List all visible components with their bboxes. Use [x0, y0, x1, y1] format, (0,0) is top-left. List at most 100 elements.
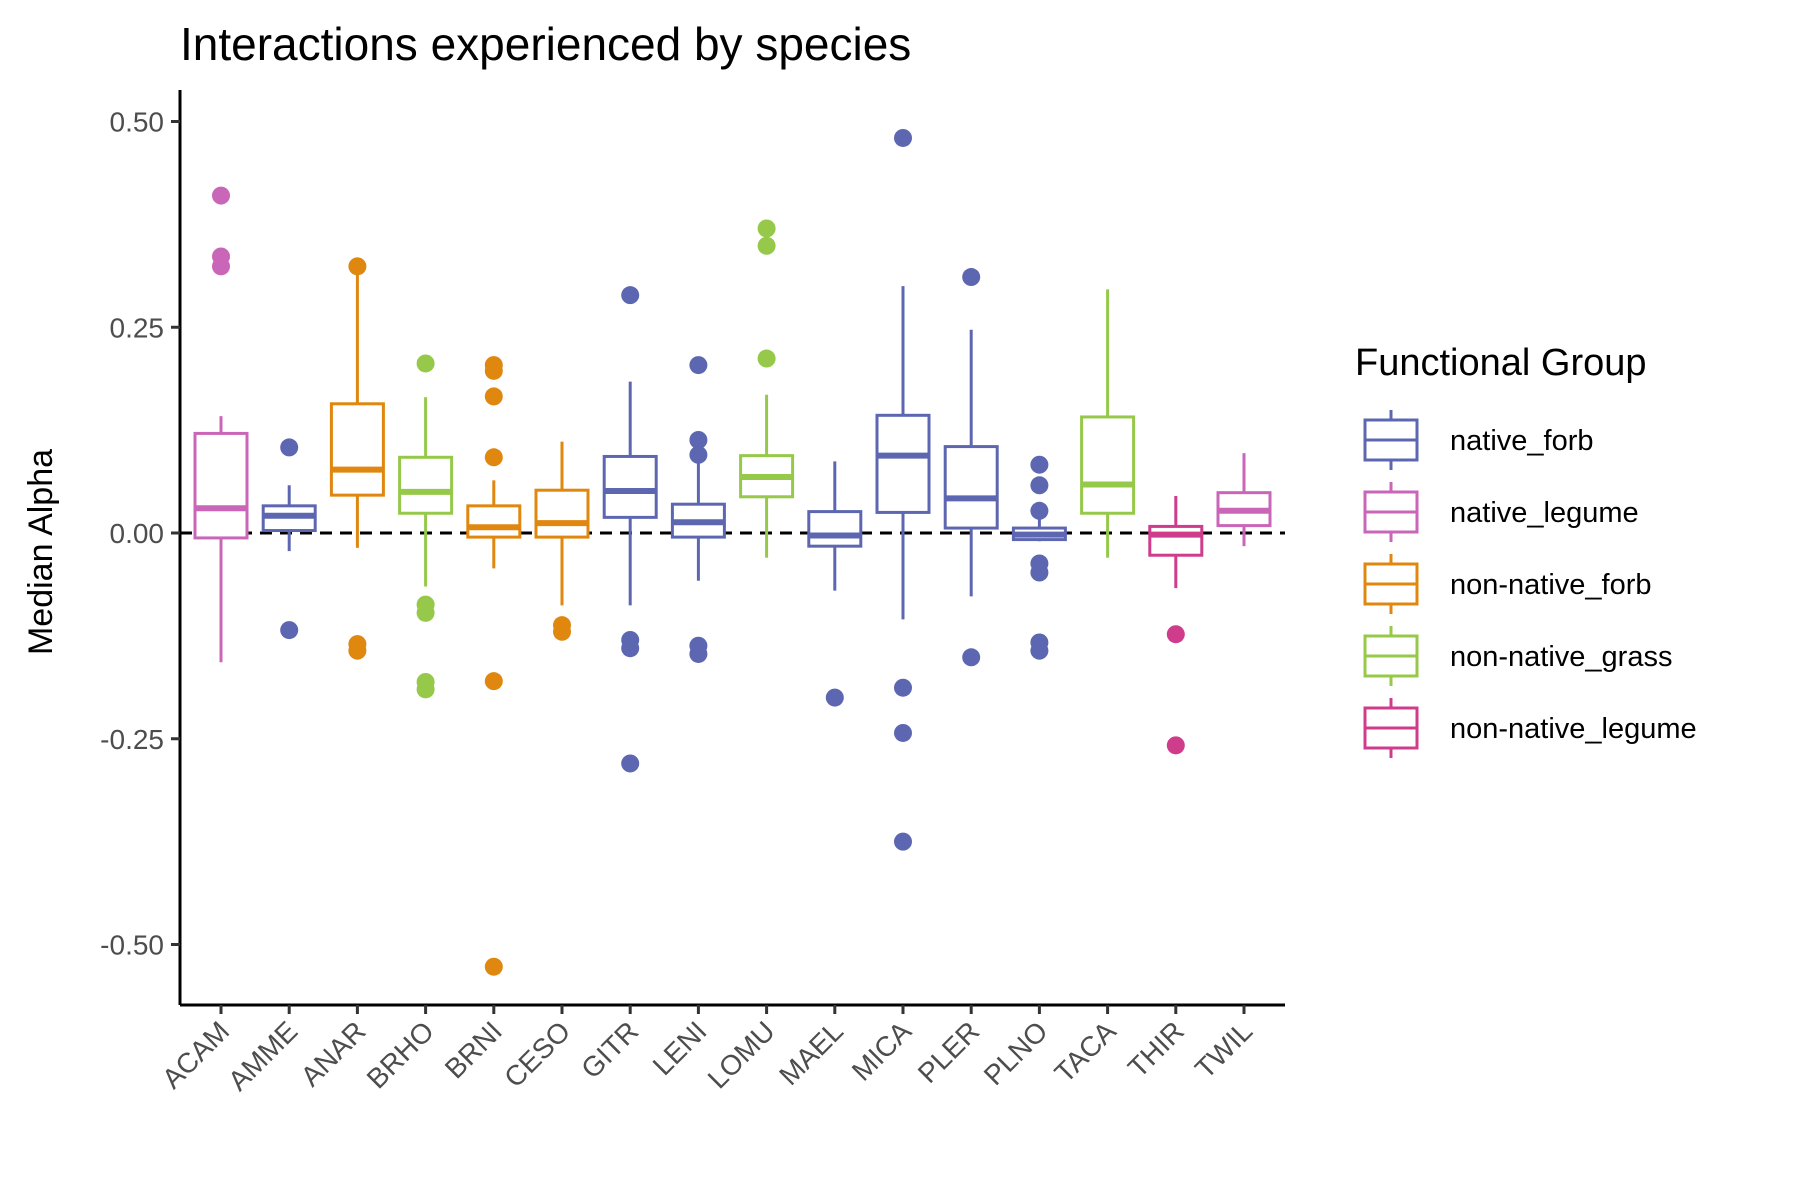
- outlier-point: [1030, 501, 1049, 520]
- box-brho: [398, 354, 454, 699]
- x-tick-label: MICA: [846, 1015, 918, 1087]
- outlier-point: [212, 257, 230, 276]
- outlier-point: [894, 832, 912, 851]
- outlier-point: [962, 268, 981, 287]
- x-tick-label: PLNO: [978, 1015, 1054, 1091]
- x-tick-label: AMME: [222, 1015, 303, 1096]
- outlier-point: [689, 431, 708, 450]
- outlier-point: [689, 356, 708, 375]
- outlier-point: [962, 648, 981, 667]
- y-tick-label: 0.00: [110, 518, 165, 549]
- x-tick-label: CESO: [498, 1015, 576, 1093]
- x-tick-label: ACAM: [156, 1015, 235, 1094]
- box-taca: [1080, 289, 1136, 558]
- x-tick-label: THIR: [1122, 1015, 1190, 1083]
- box-body: [875, 413, 931, 514]
- outlier-point: [894, 128, 912, 147]
- axes: -0.50 -0.25 0.00 0.25 0.50 ACAMAMMEANARBRHOBR…: [100, 90, 1285, 1097]
- box-body: [398, 455, 454, 515]
- outlier-point: [1030, 641, 1049, 660]
- outlier-point: [621, 639, 640, 658]
- box-acam: [193, 186, 249, 663]
- box-thir: [1148, 495, 1204, 755]
- outlier-point: [416, 603, 435, 622]
- box-body: [807, 510, 863, 548]
- outlier-point: [484, 361, 503, 380]
- outlier-point: [348, 257, 367, 276]
- x-tick-label: ANAR: [295, 1015, 372, 1092]
- box-ceso: [534, 441, 590, 641]
- y-tick-label: 0.50: [110, 107, 165, 138]
- box-brni: [466, 356, 522, 976]
- legend-label: non-native_grass: [1450, 641, 1672, 673]
- box-body: [534, 488, 590, 539]
- x-tick-label: TACA: [1049, 1015, 1122, 1088]
- box-pler: [943, 268, 999, 667]
- x-tick-label: BRHO: [361, 1015, 440, 1094]
- y-axis-title: Median Alpha: [22, 449, 60, 655]
- y-tick-label: -0.25: [100, 724, 164, 755]
- legend-item-native-legume: native_legume: [1363, 482, 1639, 542]
- outlier-point: [825, 688, 844, 707]
- outlier-point: [894, 723, 912, 742]
- legend: Functional Group native_forb native_legum…: [1355, 342, 1697, 758]
- legend-label: non-native_legume: [1450, 713, 1697, 745]
- box-body: [193, 431, 249, 540]
- y-tick-label: 0.25: [110, 312, 165, 343]
- outlier-point: [484, 957, 503, 976]
- outlier-point: [212, 186, 230, 205]
- box-body: [943, 445, 999, 530]
- box-anar: [329, 257, 385, 660]
- box-body: [466, 504, 522, 539]
- chart-title: Interactions experienced by species: [180, 18, 911, 70]
- y-tick-label: -0.50: [100, 930, 164, 961]
- x-tick-label: LOMU: [702, 1015, 781, 1094]
- outlier-point: [689, 445, 708, 464]
- x-tick-label: MAEL: [773, 1015, 849, 1091]
- legend-item-non-native-grass: non-native_grass: [1363, 626, 1672, 686]
- box-leni: [670, 356, 726, 663]
- outlier-point: [621, 754, 640, 773]
- legend-label: non-native_forb: [1450, 569, 1652, 601]
- outlier-point: [280, 621, 299, 640]
- plot-area: [180, 128, 1285, 976]
- outlier-point: [1030, 455, 1049, 474]
- outlier-point: [416, 354, 435, 373]
- box-plno: [1011, 455, 1067, 660]
- box-twil: [1216, 453, 1272, 547]
- outlier-point: [894, 678, 912, 697]
- legend-label: native_legume: [1450, 497, 1639, 529]
- x-tick-label: PLER: [912, 1015, 986, 1089]
- legend-label: native_forb: [1450, 425, 1594, 457]
- legend-item-native-forb: native_forb: [1363, 410, 1594, 470]
- outlier-point: [689, 644, 708, 663]
- x-tick-label: GITR: [575, 1015, 644, 1084]
- outlier-point: [757, 236, 776, 255]
- outlier-point: [757, 349, 776, 368]
- outlier-point: [1166, 736, 1185, 755]
- legend-item-non-native-legume: non-native_legume: [1363, 698, 1697, 758]
- outlier-point: [553, 622, 571, 641]
- box-body: [329, 402, 385, 497]
- outlier-point: [348, 641, 367, 660]
- outlier-point: [1166, 625, 1185, 644]
- outlier-point: [1030, 563, 1049, 582]
- box-gitr: [602, 286, 658, 773]
- box-body: [1148, 524, 1204, 557]
- outlier-point: [280, 438, 299, 457]
- box-lomu: [739, 219, 795, 558]
- x-tick-label: BRNI: [439, 1015, 508, 1084]
- outlier-point: [484, 672, 503, 691]
- outlier-point: [1030, 476, 1049, 495]
- x-tick-label: TWIL: [1189, 1015, 1258, 1084]
- box-mael: [807, 461, 863, 707]
- outlier-point: [484, 387, 503, 406]
- outlier-point: [416, 680, 435, 699]
- outlier-point: [757, 219, 776, 238]
- box-mica: [875, 128, 931, 851]
- box-body: [602, 454, 658, 519]
- box-body: [1080, 415, 1136, 515]
- box-amme: [261, 438, 317, 640]
- outlier-point: [484, 448, 503, 467]
